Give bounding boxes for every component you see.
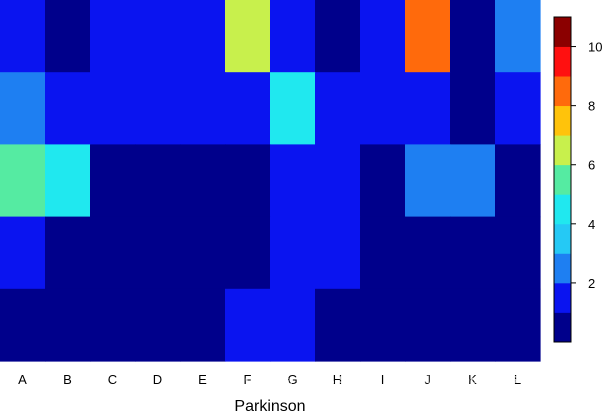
heatmap-cell-j-row-1 xyxy=(405,0,451,73)
column-label-e: E xyxy=(198,372,207,387)
heatmap-cell-f-row-5 xyxy=(225,288,271,362)
heatmap-cell-b-row-3 xyxy=(45,144,91,218)
heatmap-cell-k-row-5 xyxy=(450,288,496,362)
colorbar-ticks: 2 4 6 8 10 xyxy=(571,40,602,291)
heatmap-cell-b-row-5 xyxy=(45,288,91,362)
column-label-j: J xyxy=(424,372,431,387)
column-label-a: A xyxy=(18,372,27,387)
heatmap-cell-e-row-3 xyxy=(180,144,226,218)
heatmap-cell-i-row-5 xyxy=(360,288,406,362)
heatmap-cells xyxy=(0,0,541,362)
heatmap-cell-k-row-3 xyxy=(450,144,496,218)
heatmap-cell-e-row-4 xyxy=(180,216,226,290)
column-label-f: F xyxy=(244,372,252,387)
colorbar-band-8 xyxy=(554,105,571,136)
heatmap-cell-h-row-2 xyxy=(315,72,361,145)
heatmap-cell-l-row-5 xyxy=(495,288,541,362)
heatmap-cell-h-row-3 xyxy=(315,144,361,218)
column-label-h: H xyxy=(333,372,342,387)
column-label-d: D xyxy=(153,372,162,387)
heatmap-cell-l-row-3 xyxy=(495,144,541,218)
colorbar-band-3 xyxy=(554,253,571,284)
column-label-b: B xyxy=(63,372,72,387)
colorbar-tick-label-6: 6 xyxy=(588,158,595,173)
heatmap-cell-j-row-5 xyxy=(405,288,451,362)
watermark-line-2: Campos, Zimek, Sander, Campello, Micenko… xyxy=(245,374,605,386)
heatmap-cell-i-row-4 xyxy=(360,216,406,290)
colorbar-band-5 xyxy=(554,194,571,225)
column-label-l: L xyxy=(514,372,521,387)
heatmap-cell-i-row-2 xyxy=(360,72,406,145)
colorbar xyxy=(553,16,572,343)
colorbar-tick-label-10: 10 xyxy=(588,40,602,55)
heatmap-cell-g-row-3 xyxy=(270,144,316,218)
colorbar-band-10 xyxy=(554,46,571,77)
heatmap-cell-c-row-5 xyxy=(90,288,136,362)
heatmap-cell-i-row-3 xyxy=(360,144,406,218)
heatmap-cell-j-row-4 xyxy=(405,216,451,290)
colorbar-band-11 xyxy=(554,17,571,47)
colorbar-band-6 xyxy=(554,164,571,195)
heatmap-cell-h-row-4 xyxy=(315,216,361,290)
heatmap-cell-d-row-2 xyxy=(135,72,181,145)
heatmap-cell-e-row-2 xyxy=(180,72,226,145)
heatmap-cell-e-row-1 xyxy=(180,0,226,73)
heatmap-cell-k-row-1 xyxy=(450,0,496,73)
heatmap-cell-a-row-3 xyxy=(0,144,46,218)
heatmap-cell-a-row-1 xyxy=(0,0,46,73)
column-labels: A B C D E F G H I J K L xyxy=(18,372,521,387)
heatmap-cell-f-row-3 xyxy=(225,144,271,218)
heatmap-cell-f-row-4 xyxy=(225,216,271,290)
watermark: On the Evaluation of Unsupervised Outlie… xyxy=(245,363,605,386)
heatmap-cell-c-row-3 xyxy=(90,144,136,218)
heatmap-cell-a-row-2 xyxy=(0,72,46,145)
heatmap-cell-l-row-2 xyxy=(495,72,541,145)
heatmap-cell-f-row-1 xyxy=(225,0,271,73)
column-label-c: C xyxy=(108,372,117,387)
watermark-line-1: On the Evaluation of Unsupervised Outlie… xyxy=(245,363,605,374)
column-label-g: G xyxy=(287,372,297,387)
heatmap-cell-c-row-4 xyxy=(90,216,136,290)
heatmap-cell-j-row-2 xyxy=(405,72,451,145)
colorbar-tick-label-4: 4 xyxy=(588,217,595,232)
heatmap-cell-i-row-1 xyxy=(360,0,406,73)
colorbar-band-1 xyxy=(554,312,571,343)
heatmap-cell-h-row-5 xyxy=(315,288,361,362)
heatmap-cell-d-row-5 xyxy=(135,288,181,362)
colorbar-tick-label-2: 2 xyxy=(588,276,595,291)
heatmap-cell-g-row-1 xyxy=(270,0,316,73)
heatmap-cell-e-row-5 xyxy=(180,288,226,362)
heatmap-cell-l-row-1 xyxy=(495,0,541,73)
heatmap-cell-b-row-4 xyxy=(45,216,91,290)
heatmap-cell-c-row-1 xyxy=(90,0,136,73)
colorbar-band-7 xyxy=(554,135,571,166)
heatmap-cell-a-row-5 xyxy=(0,288,46,362)
heatmap-cell-f-row-2 xyxy=(225,72,271,145)
column-label-k: K xyxy=(468,372,477,387)
heatmap-cell-c-row-2 xyxy=(90,72,136,145)
heatmap-cell-d-row-3 xyxy=(135,144,181,218)
heatmap-cell-k-row-4 xyxy=(450,216,496,290)
heatmap-cell-j-row-3 xyxy=(405,144,451,218)
colorbar-border xyxy=(553,16,572,343)
heatmap-cell-k-row-2 xyxy=(450,72,496,145)
heatmap-cell-g-row-5 xyxy=(270,288,316,362)
column-label-i: I xyxy=(381,372,385,387)
colorbar-band-9 xyxy=(554,76,571,107)
heatmap-cell-l-row-4 xyxy=(495,216,541,290)
heatmap-cell-g-row-2 xyxy=(270,72,316,145)
heatmap-cell-b-row-1 xyxy=(45,0,91,73)
x-axis-title: Parkinson xyxy=(234,398,305,413)
colorbar-band-4 xyxy=(554,223,571,254)
heatmap-cell-g-row-4 xyxy=(270,216,316,290)
colorbar-band-2 xyxy=(554,282,571,313)
heatmap-cell-b-row-2 xyxy=(45,72,91,145)
heatmap-cell-a-row-4 xyxy=(0,216,46,290)
heatmap-cell-d-row-4 xyxy=(135,216,181,290)
heatmap-cell-h-row-1 xyxy=(315,0,361,73)
heatmap-cell-d-row-1 xyxy=(135,0,181,73)
colorbar-tick-label-8: 8 xyxy=(588,99,595,114)
